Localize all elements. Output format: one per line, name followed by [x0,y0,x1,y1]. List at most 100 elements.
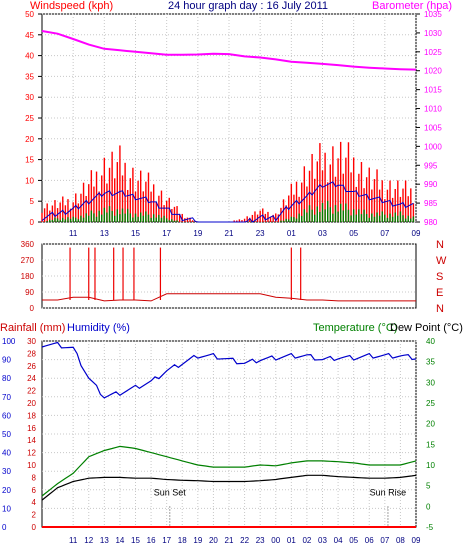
barometer-tick-label: 1020 [424,67,442,76]
windspeed-tick-label: 50 [25,10,34,19]
wind-direction-line [42,293,416,302]
temperature-tick-label: 5 [426,482,431,491]
wind-x-tick-label: 01 [287,229,296,238]
rain-tick-label: 2 [32,511,37,520]
temp-x-tick-label: 19 [193,536,202,545]
temperature-tick-label: 0 [426,502,431,511]
barometer-axis-label: Barometer (hpa) [372,0,452,12]
temp-x-tick-label: 08 [396,536,405,545]
temperature-humidity-panel: Rainfall (mm) Humidity (%) Temperature (… [0,322,463,545]
temperature-tick-label: 15 [426,440,435,449]
compass-label: N [436,239,444,251]
wind-x-ticks: 11 13 15 17 19 21 23 01 03 05 07 09 [69,229,421,238]
rain-tick-label: 14 [27,436,36,445]
temp-x-ticks: 11 12 13 14 15 16 17 18 19 20 21 22 23 00 01 02 03 04 05 06… [69,536,421,545]
humidity-tick-label: 50 [2,430,11,439]
temp-x-tick-label: 20 [209,536,218,545]
windspeed-tick-label: 35 [25,72,34,81]
rain-tick-label: 30 [27,337,36,346]
temp-x-tick-label: 13 [100,536,109,545]
barometer-tick-label: 1000 [424,142,442,151]
dew-point-c-line [41,474,417,501]
temp-x-tick-label: 21 [225,536,234,545]
rain-tick-label: 22 [27,387,36,396]
compass-label: N [436,303,444,315]
humidity-tick-label: 40 [2,449,11,458]
temperature-c-line [41,445,417,497]
temp-x-tick-label: 05 [349,536,358,545]
direction-ticks: 0 90 180 270 360 [21,240,35,313]
temp-plot-grid [42,340,417,528]
windspeed-ticks: 0 5 10 15 20 25 30 35 40 45 50 [25,10,42,227]
sun-annotation-label: Sun Rise [370,487,407,497]
temp-x-tick-label: 15 [131,536,140,545]
temperature-tick-label: 40 [426,337,435,346]
wind-x-tick-label: 13 [100,229,109,238]
rain-tick-label: 28 [27,349,36,358]
barometer-tick-label: 995 [424,161,438,170]
temp-x-tick-label: 06 [365,536,374,545]
temp-x-tick-label: 01 [287,536,296,545]
direction-tick-label: 360 [21,240,35,249]
temperature-tick-label: 35 [426,358,435,367]
temp-x-tick-label: 09 [412,536,421,545]
windspeed-tick-label: 15 [25,156,34,165]
temp-series-group [41,341,417,528]
barometer-tick-label: 1005 [424,123,442,132]
wind-x-tick-label: 11 [69,229,78,238]
rain-tick-label: 16 [27,424,36,433]
barometer-tick-label: 1035 [424,10,442,19]
humidity-tick-label: 100 [2,337,16,346]
wind-x-tick-label: 17 [162,229,171,238]
wind-plot-grid [42,13,417,223]
wind-x-tick-label: 03 [318,229,327,238]
temp-plot-ticks: 0102030405060708090100024681012141618202… [2,337,435,532]
windspeed-tick-label: 40 [25,52,34,61]
wind-x-tick-label: 09 [412,229,421,238]
humidity-axis-label: Humidity (%) [67,322,130,334]
barometer-ticks: 980 985 990 995 1000 1005 1010 1015 1020 1025 1030… [416,10,442,227]
humidity-line [41,341,417,399]
barometer-tick-label: 1030 [424,29,442,38]
wind-series-group [41,30,417,223]
sun-annotations: Sun Set Sun Rise [154,487,406,527]
temp-x-tick-label: 02 [302,536,311,545]
rain-tick-label: 20 [27,399,36,408]
barometer-tick-label: 985 [424,199,438,208]
windspeed-axis-label: Windspeed (kph) [30,0,113,12]
temperature-tick-label: 20 [426,420,435,429]
sun-annotation-label: Sun Set [154,487,187,497]
direction-tick-label: 270 [21,256,35,265]
windspeed-tick-label: 45 [25,31,34,40]
chart-title: 24 hour graph day : 16 July 2011 [168,0,328,12]
temp-x-tick-label: 16 [147,536,156,545]
wind-barometer-panel: Windspeed (kph) 24 hour graph day : 16 J… [25,0,452,238]
temp-x-tick-label: 07 [380,536,389,545]
compass-label: W [436,255,447,267]
barometer-tick-label: 990 [424,180,438,189]
rain-tick-label: 26 [27,362,36,371]
barometer-tick-label: 1010 [424,105,442,114]
rain-tick-label: 24 [27,374,36,383]
rain-tick-label: 18 [27,411,36,420]
temp-x-tick-label: 03 [318,536,327,545]
humidity-tick-label: 60 [2,411,11,420]
temp-x-tick-label: 17 [162,536,171,545]
temperature-tick-label: -5 [426,523,434,532]
wind-x-tick-label: 05 [349,229,358,238]
windspeed-tick-label: 10 [25,176,34,185]
direction-tick-label: 0 [30,304,35,313]
rain-tick-label: 12 [27,449,36,458]
barometer-tick-label: 1015 [424,86,442,95]
direction-tick-label: 180 [21,272,35,281]
direction-series-group [42,247,416,302]
humidity-tick-label: 70 [2,393,11,402]
temp-x-tick-label: 04 [334,536,343,545]
humidity-tick-label: 80 [2,374,11,383]
temp-x-tick-label: 00 [271,536,280,545]
temp-x-tick-label: 22 [240,536,249,545]
barometer-line [41,30,417,71]
compass-label: S [436,271,443,283]
